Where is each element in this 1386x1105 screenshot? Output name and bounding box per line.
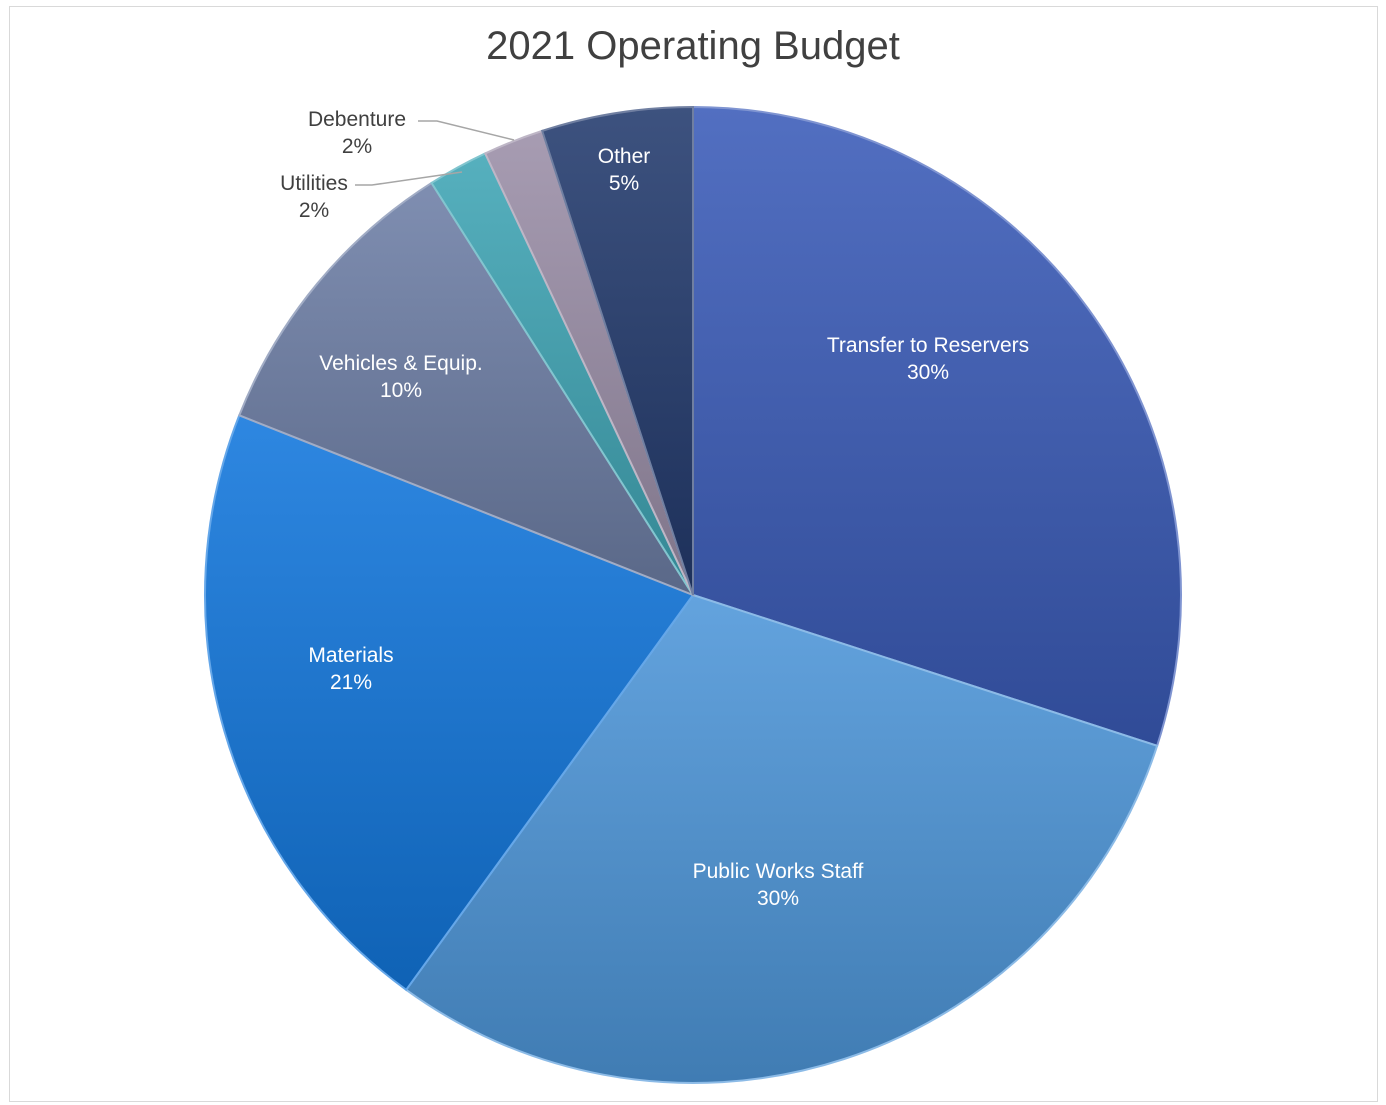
data-label-name-debenture: Debenture: [308, 108, 406, 131]
data-label-value-vehicles-and-equip: 10%: [380, 379, 422, 402]
pie-slice-transfer-to-reservers: [692, 105, 1182, 748]
data-label-value-transfer-to-reservers: 30%: [907, 361, 949, 384]
data-labels-layer: Transfer to Reservers 30% Public Works Sta…: [280, 108, 1029, 910]
data-label-value-other: 5%: [609, 172, 639, 195]
data-label-name-materials: Materials: [308, 644, 393, 667]
leader-line-utilities: [355, 171, 463, 186]
slices-layer: [204, 105, 1182, 1084]
data-label-value-debenture: 2%: [342, 135, 372, 158]
pie-slice-vehicles-and-equip: [237, 181, 696, 598]
data-label-name-other: Other: [598, 145, 651, 168]
pie-slice-other: [540, 105, 694, 596]
leader-line-debenture: [418, 120, 515, 141]
data-label-name-transfer-to-reservers: Transfer to Reservers: [827, 334, 1029, 357]
leader-lines-layer: [355, 120, 515, 186]
data-label-value-utilities: 2%: [299, 199, 329, 222]
data-label-value-materials: 21%: [330, 671, 372, 694]
pie-slice-materials: [204, 414, 695, 992]
data-label-name-utilities: Utilities: [280, 172, 348, 195]
chart-title: 2021 Operating Budget: [486, 24, 900, 68]
data-label-name-vehicles-and-equip: Vehicles & Equip.: [319, 352, 482, 375]
pie-slice-public-works-staff: [404, 593, 1159, 1084]
data-label-name-public-works-staff: Public Works Staff: [693, 860, 864, 883]
data-label-value-public-works-staff: 30%: [757, 887, 799, 910]
